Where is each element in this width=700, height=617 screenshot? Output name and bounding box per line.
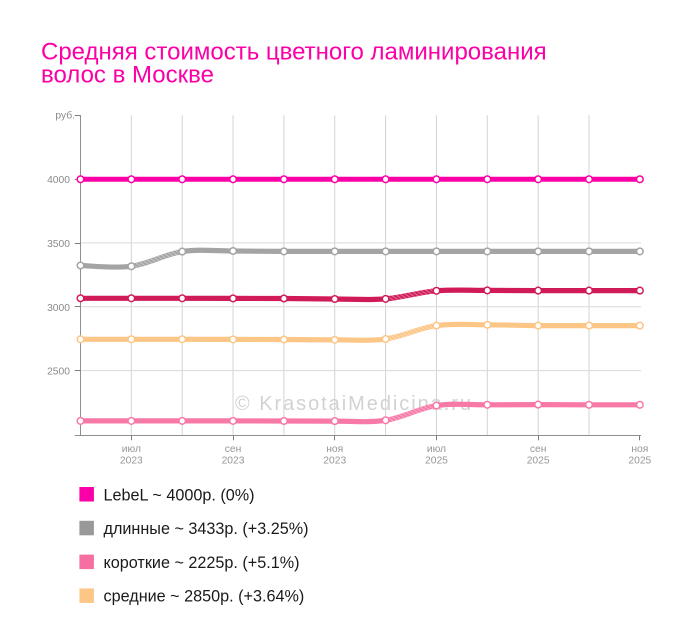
svg-text:короткие ~ 2225р. (+5.1%): короткие ~ 2225р. (+5.1%) <box>104 554 300 572</box>
svg-text:2025: 2025 <box>628 455 651 466</box>
svg-text:ноя: ноя <box>631 444 648 455</box>
svg-text:2025: 2025 <box>425 455 448 466</box>
svg-text:3000: 3000 <box>47 303 70 314</box>
svg-text:средние ~ 2850р. (+3.64%): средние ~ 2850р. (+3.64%) <box>104 588 305 606</box>
svg-text:волос в Москве: волос в Москве <box>41 62 214 89</box>
svg-text:2023: 2023 <box>222 455 245 466</box>
svg-text:2023: 2023 <box>120 455 143 466</box>
svg-text:ноя: ноя <box>326 444 343 455</box>
svg-text:Средняя стоимость цветного лам: Средняя стоимость цветного ламинирования <box>41 38 547 65</box>
svg-text:3500: 3500 <box>47 239 70 250</box>
svg-text:2500: 2500 <box>47 367 70 378</box>
svg-text:LebeL ~ 4000р. (0%): LebeL ~ 4000р. (0%) <box>104 486 255 504</box>
svg-text:4000: 4000 <box>47 175 70 186</box>
svg-text:© KrasotaiMedicina.ru: © KrasotaiMedicina.ru <box>235 393 471 415</box>
svg-text:2025: 2025 <box>527 455 550 466</box>
svg-text:сен: сен <box>530 444 547 455</box>
svg-text:руб.: руб. <box>55 110 75 122</box>
svg-text:сен: сен <box>225 444 242 455</box>
svg-text:июл: июл <box>122 444 141 455</box>
svg-text:длинные ~ 3433р. (+3.25%): длинные ~ 3433р. (+3.25%) <box>104 520 309 538</box>
svg-text:июл: июл <box>427 444 446 455</box>
svg-text:2023: 2023 <box>323 455 346 466</box>
